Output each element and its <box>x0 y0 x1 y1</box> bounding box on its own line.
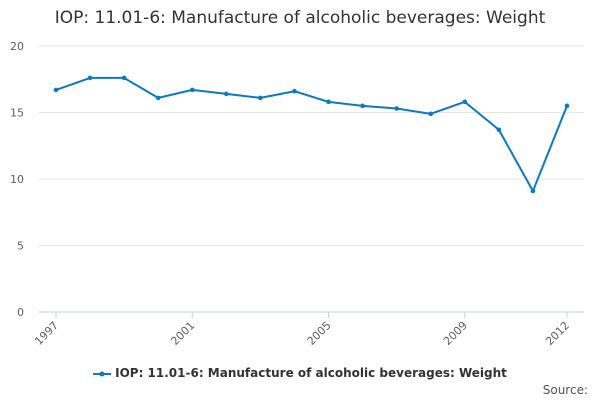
x-tick-label: 2005 <box>305 319 334 348</box>
source-label[interactable]: Source: <box>542 383 588 397</box>
data-point[interactable] <box>53 87 59 93</box>
y-axis-ticks: 0 5 10 15 20 <box>10 40 24 319</box>
y-tick-label: 10 <box>10 173 24 186</box>
data-point[interactable] <box>292 88 297 94</box>
x-tick-label: 2001 <box>168 319 197 348</box>
data-point[interactable] <box>155 95 161 101</box>
legend-swatch-icon <box>93 371 112 376</box>
data-point[interactable] <box>394 106 399 111</box>
legend-label: IOP: 11.01-6: Manufacture of alcoholic b… <box>115 366 507 380</box>
data-point[interactable] <box>462 99 468 105</box>
chart-title: IOP: 11.01-6: Manufacture of alcoholic b… <box>54 8 546 28</box>
data-point[interactable] <box>564 103 570 109</box>
x-tick-label: 1997 <box>32 319 61 348</box>
series-line-group <box>53 75 570 194</box>
data-point[interactable] <box>326 99 331 105</box>
x-tick-label: 2009 <box>441 319 470 348</box>
data-point[interactable] <box>189 87 195 93</box>
data-point[interactable] <box>121 75 127 81</box>
series-line-0 <box>55 76 568 192</box>
y-tick-label: 0 <box>17 306 24 319</box>
y-tick-label: 20 <box>10 40 24 53</box>
y-tick-label: 5 <box>17 240 24 253</box>
data-point[interactable] <box>258 95 263 101</box>
data-point[interactable] <box>360 103 365 109</box>
y-tick-label: 15 <box>10 107 24 120</box>
data-point[interactable] <box>530 188 536 194</box>
data-point[interactable] <box>428 111 434 117</box>
data-point[interactable] <box>224 91 229 97</box>
data-point[interactable] <box>496 127 502 133</box>
grid-lines <box>39 45 584 246</box>
legend[interactable]: IOP: 11.01-6: Manufacture of alcoholic b… <box>0 366 600 380</box>
x-tick-label: 2012 <box>543 319 572 348</box>
data-point[interactable] <box>87 75 93 81</box>
x-axis: 1997 2001 2005 2009 2012 <box>32 311 584 348</box>
